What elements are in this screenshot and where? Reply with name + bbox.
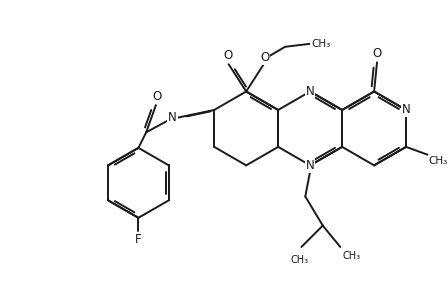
Text: N: N (402, 104, 410, 116)
Text: N: N (168, 111, 177, 124)
Text: CH₃: CH₃ (342, 251, 360, 261)
Text: CH₃: CH₃ (290, 255, 309, 265)
Text: CH₃: CH₃ (311, 39, 331, 49)
Text: N: N (306, 85, 314, 98)
Text: CH₃: CH₃ (428, 156, 448, 166)
Text: N: N (306, 159, 314, 172)
Text: O: O (223, 49, 233, 62)
Text: O: O (152, 90, 162, 103)
Text: F: F (135, 233, 142, 246)
Text: O: O (260, 51, 269, 64)
Text: O: O (372, 47, 382, 60)
